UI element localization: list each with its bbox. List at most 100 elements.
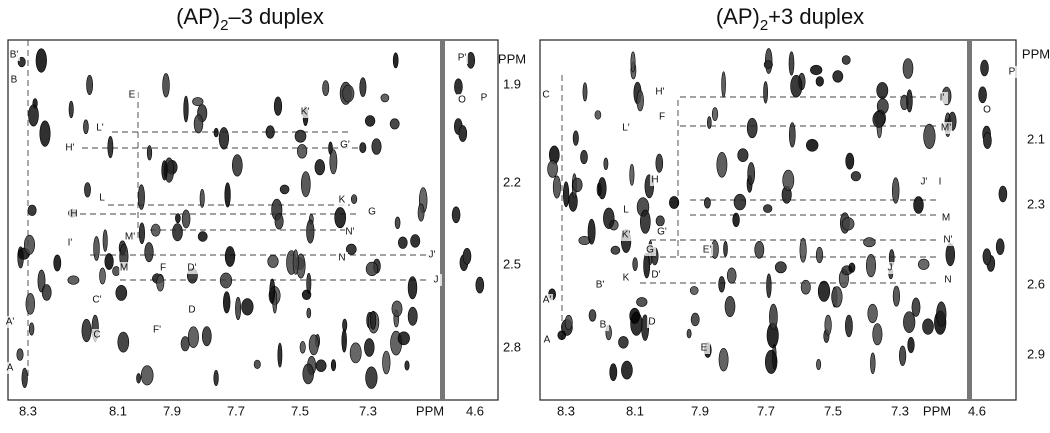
cross-peak: [689, 286, 699, 295]
cross-peak: [552, 175, 561, 199]
cross-peak: [351, 194, 358, 204]
peak-label: N: [944, 275, 951, 286]
cross-peak: [410, 234, 421, 248]
cross-peak: [982, 248, 992, 266]
cross-peak: [81, 318, 92, 343]
cross-peak: [202, 326, 212, 347]
cross-peak: [587, 218, 596, 245]
cross-peak: [902, 58, 914, 79]
cross-peak: [706, 116, 712, 129]
cross-peak: [763, 60, 773, 69]
cross-peak: [349, 342, 362, 364]
cross-peak: [269, 278, 276, 304]
x-tick-label: 7.3: [359, 403, 377, 418]
cross-peak: [359, 142, 367, 154]
peak-label: D: [188, 305, 195, 316]
x-tick-label: 7.3: [891, 403, 909, 418]
cross-peak: [870, 352, 876, 375]
peak-label: K': [301, 107, 310, 118]
cross-peak: [917, 258, 930, 270]
peak-label: C': [92, 295, 101, 306]
cross-peak: [643, 252, 651, 279]
peak-label: I': [68, 238, 73, 249]
x-tick-label: PPM: [923, 403, 951, 418]
cross-peak: [721, 71, 726, 98]
label-bg: [431, 274, 442, 286]
peak-label: H: [70, 209, 77, 220]
cross-peak: [380, 93, 390, 103]
cross-peak: [23, 234, 35, 255]
label-bg: [542, 334, 553, 346]
title-rest: –3 duplex: [228, 4, 323, 29]
cross-peak: [213, 369, 219, 386]
cross-peak: [315, 359, 327, 372]
cross-peak: [898, 345, 907, 366]
cross-peak: [711, 107, 719, 121]
peak-label: D': [651, 270, 660, 281]
label-bg: [1007, 66, 1018, 78]
x-tick-label: 7.9: [691, 403, 709, 418]
cross-peak: [911, 297, 921, 317]
cross-peak: [763, 204, 773, 213]
peak-label: I: [939, 177, 942, 188]
cross-peak: [345, 243, 357, 255]
peak-label: L': [96, 123, 104, 134]
x-tick-label: 7.5: [824, 403, 842, 418]
label-bg: [158, 262, 169, 274]
cross-peak: [845, 152, 855, 170]
cross-peak: [737, 148, 749, 162]
cross-peak: [629, 163, 635, 186]
label-bg: [119, 262, 130, 274]
cross-peak: [603, 157, 609, 171]
label-bg: [65, 237, 76, 249]
cross-peak: [582, 82, 588, 102]
cross-peak: [181, 209, 191, 229]
label-bg: [919, 176, 930, 188]
cross-peak: [299, 341, 306, 354]
cross-peak: [223, 291, 231, 314]
cross-peak: [115, 284, 128, 301]
cross-peak: [876, 82, 889, 99]
peak-label: P: [481, 93, 488, 104]
cross-peak: [370, 310, 377, 330]
x-tick-label: 8.3: [19, 403, 37, 418]
cross-peak: [562, 181, 570, 208]
cross-peak: [636, 90, 644, 112]
cross-peak: [371, 138, 382, 155]
plot-frame: [7, 39, 499, 401]
x-tick-label: 8.3: [557, 403, 575, 418]
cross-peak: [364, 338, 375, 357]
peak-label: B': [10, 50, 19, 61]
cross-peak: [891, 177, 900, 204]
cross-peak: [342, 318, 348, 332]
peak-label: A': [543, 295, 552, 306]
cross-peak: [907, 336, 915, 353]
title-main: (AP): [716, 4, 760, 29]
cross-peak: [451, 206, 461, 224]
cross-peak: [726, 267, 737, 284]
cross-peak: [265, 125, 275, 139]
label-bg: [97, 192, 108, 204]
label-bg: [340, 139, 351, 151]
y-tick-label: 2.1: [1027, 131, 1045, 146]
cross-peak: [365, 366, 378, 389]
label-bg: [937, 92, 948, 104]
divider: [440, 40, 445, 400]
cross-peak: [594, 110, 602, 120]
label-bg: [9, 74, 20, 86]
cross-peak: [39, 120, 51, 147]
cross-peak: [107, 136, 114, 159]
y-tick-label: 2.3: [1027, 196, 1045, 211]
cross-peak: [769, 303, 778, 331]
label-bg: [541, 89, 552, 101]
peak-label: M': [125, 232, 135, 243]
x-tick-label: PPM: [416, 403, 444, 418]
cross-peak: [392, 52, 399, 69]
cross-peak: [301, 289, 312, 300]
peak-label: H': [65, 143, 74, 154]
cross-peak: [28, 322, 35, 336]
cross-peak: [300, 171, 311, 198]
cross-peak: [572, 177, 583, 192]
label-bg: [542, 294, 553, 306]
cross-peak: [144, 242, 154, 263]
